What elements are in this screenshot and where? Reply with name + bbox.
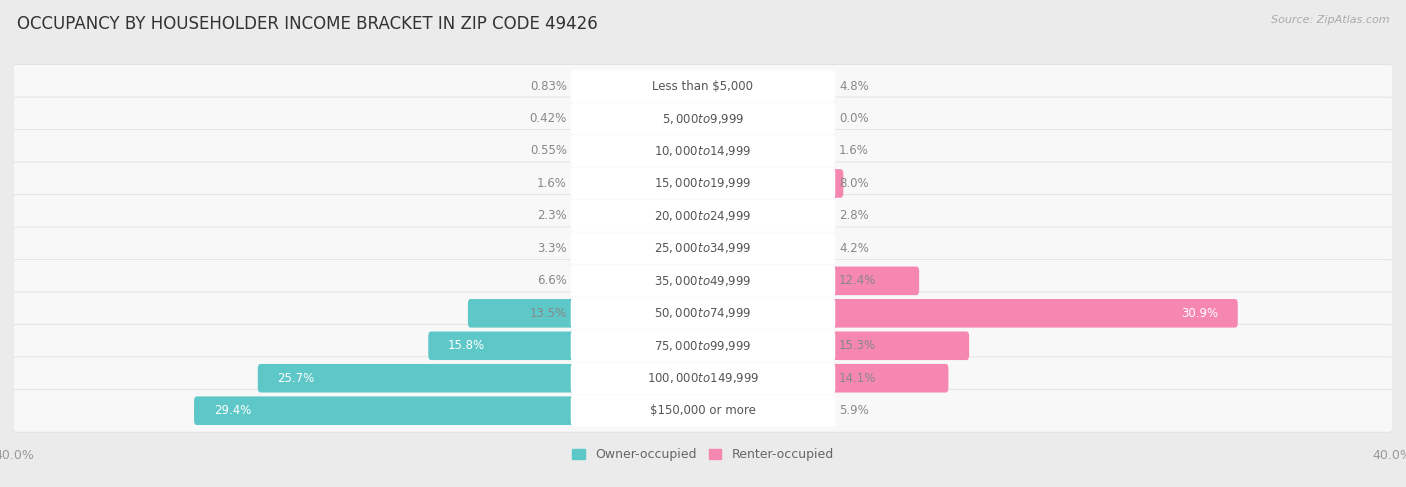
FancyBboxPatch shape: [571, 135, 835, 167]
Text: 0.0%: 0.0%: [839, 112, 869, 125]
FancyBboxPatch shape: [571, 103, 835, 134]
Text: $50,000 to $74,999: $50,000 to $74,999: [654, 306, 752, 320]
Text: 0.83%: 0.83%: [530, 79, 567, 93]
FancyBboxPatch shape: [468, 299, 706, 328]
FancyBboxPatch shape: [586, 266, 706, 295]
FancyBboxPatch shape: [693, 104, 706, 133]
Text: 0.42%: 0.42%: [530, 112, 567, 125]
Text: 30.9%: 30.9%: [1181, 307, 1218, 320]
Text: 14.1%: 14.1%: [839, 372, 876, 385]
FancyBboxPatch shape: [13, 162, 1393, 205]
Text: 1.6%: 1.6%: [839, 145, 869, 157]
Text: OCCUPANCY BY HOUSEHOLDER INCOME BRACKET IN ZIP CODE 49426: OCCUPANCY BY HOUSEHOLDER INCOME BRACKET …: [17, 15, 598, 33]
FancyBboxPatch shape: [700, 364, 949, 393]
FancyBboxPatch shape: [571, 362, 835, 394]
FancyBboxPatch shape: [13, 194, 1393, 237]
FancyBboxPatch shape: [700, 234, 778, 262]
Text: 8.0%: 8.0%: [839, 177, 869, 190]
Text: Source: ZipAtlas.com: Source: ZipAtlas.com: [1271, 15, 1389, 25]
Text: 5.9%: 5.9%: [839, 404, 869, 417]
Text: 12.4%: 12.4%: [839, 274, 876, 287]
FancyBboxPatch shape: [571, 298, 835, 329]
Text: $25,000 to $34,999: $25,000 to $34,999: [654, 242, 752, 255]
FancyBboxPatch shape: [13, 260, 1393, 302]
FancyBboxPatch shape: [571, 395, 835, 427]
FancyBboxPatch shape: [690, 137, 706, 165]
FancyBboxPatch shape: [429, 332, 706, 360]
FancyBboxPatch shape: [13, 324, 1393, 367]
FancyBboxPatch shape: [13, 227, 1393, 270]
FancyBboxPatch shape: [644, 234, 706, 262]
Text: 2.3%: 2.3%: [537, 209, 567, 223]
Text: $100,000 to $149,999: $100,000 to $149,999: [647, 371, 759, 385]
Text: $5,000 to $9,999: $5,000 to $9,999: [662, 112, 744, 126]
Text: 25.7%: 25.7%: [277, 372, 315, 385]
FancyBboxPatch shape: [571, 265, 835, 297]
Text: $35,000 to $49,999: $35,000 to $49,999: [654, 274, 752, 288]
FancyBboxPatch shape: [686, 72, 706, 100]
Text: 15.8%: 15.8%: [449, 339, 485, 352]
Text: $20,000 to $24,999: $20,000 to $24,999: [654, 209, 752, 223]
FancyBboxPatch shape: [257, 364, 706, 393]
FancyBboxPatch shape: [571, 200, 835, 232]
FancyBboxPatch shape: [700, 202, 754, 230]
FancyBboxPatch shape: [571, 330, 835, 362]
FancyBboxPatch shape: [661, 202, 706, 230]
FancyBboxPatch shape: [13, 97, 1393, 140]
Text: $150,000 or more: $150,000 or more: [650, 404, 756, 417]
Text: 2.8%: 2.8%: [839, 209, 869, 223]
Text: 4.8%: 4.8%: [839, 79, 869, 93]
Text: 0.55%: 0.55%: [530, 145, 567, 157]
Text: $10,000 to $14,999: $10,000 to $14,999: [654, 144, 752, 158]
FancyBboxPatch shape: [13, 130, 1393, 172]
Text: $15,000 to $19,999: $15,000 to $19,999: [654, 176, 752, 190]
Text: 3.3%: 3.3%: [537, 242, 567, 255]
FancyBboxPatch shape: [700, 332, 969, 360]
FancyBboxPatch shape: [673, 169, 706, 198]
Text: 4.2%: 4.2%: [839, 242, 869, 255]
FancyBboxPatch shape: [13, 357, 1393, 400]
FancyBboxPatch shape: [700, 72, 789, 100]
FancyBboxPatch shape: [194, 396, 706, 425]
FancyBboxPatch shape: [700, 299, 1237, 328]
Text: 13.5%: 13.5%: [530, 307, 567, 320]
Text: $75,000 to $99,999: $75,000 to $99,999: [654, 339, 752, 353]
Legend: Owner-occupied, Renter-occupied: Owner-occupied, Renter-occupied: [568, 443, 838, 466]
FancyBboxPatch shape: [571, 168, 835, 199]
FancyBboxPatch shape: [571, 232, 835, 264]
FancyBboxPatch shape: [13, 389, 1393, 432]
FancyBboxPatch shape: [700, 169, 844, 198]
FancyBboxPatch shape: [700, 137, 733, 165]
Text: 15.3%: 15.3%: [839, 339, 876, 352]
Text: 29.4%: 29.4%: [214, 404, 252, 417]
Text: 1.6%: 1.6%: [537, 177, 567, 190]
FancyBboxPatch shape: [13, 65, 1393, 108]
FancyBboxPatch shape: [700, 266, 920, 295]
Text: 6.6%: 6.6%: [537, 274, 567, 287]
FancyBboxPatch shape: [13, 292, 1393, 335]
FancyBboxPatch shape: [571, 70, 835, 102]
Text: Less than $5,000: Less than $5,000: [652, 79, 754, 93]
FancyBboxPatch shape: [700, 396, 807, 425]
